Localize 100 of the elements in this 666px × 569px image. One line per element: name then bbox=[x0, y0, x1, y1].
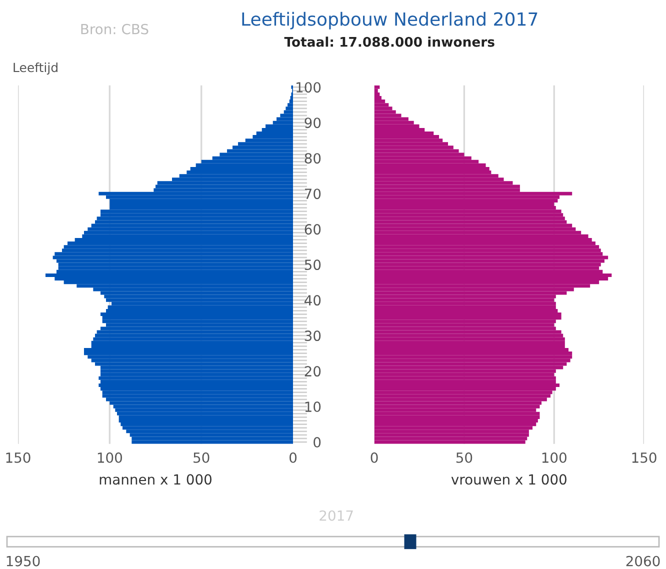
bar bbox=[266, 124, 294, 128]
bar bbox=[374, 422, 536, 426]
bar bbox=[374, 337, 565, 341]
bar bbox=[108, 305, 294, 309]
bar bbox=[91, 224, 294, 228]
bar bbox=[100, 326, 294, 330]
bar bbox=[374, 216, 565, 220]
bar bbox=[374, 415, 540, 419]
bar bbox=[84, 352, 294, 356]
text: Bron: CBS bbox=[81, 24, 148, 34]
bar bbox=[156, 184, 294, 188]
text: 1950 bbox=[6, 556, 40, 566]
bar bbox=[374, 242, 596, 246]
bar bbox=[100, 213, 294, 217]
y-tick-label: 80 bbox=[304, 153, 321, 164]
bar bbox=[374, 362, 567, 366]
bar bbox=[95, 334, 294, 338]
y-tick-label: 90 bbox=[304, 118, 321, 128]
bar bbox=[374, 135, 440, 139]
bar bbox=[288, 103, 294, 107]
bar bbox=[374, 352, 572, 356]
x-tick-label: 0 bbox=[290, 452, 297, 463]
bar bbox=[374, 408, 536, 412]
bar bbox=[374, 316, 562, 320]
bar bbox=[374, 224, 572, 228]
bar bbox=[102, 320, 294, 324]
bar bbox=[118, 418, 294, 423]
bar bbox=[95, 362, 294, 366]
bar bbox=[374, 426, 533, 430]
bar bbox=[132, 436, 294, 440]
bar bbox=[190, 166, 294, 171]
bar bbox=[374, 85, 380, 89]
x-tick-label: 100 bbox=[542, 452, 566, 463]
bar bbox=[276, 117, 294, 121]
bar bbox=[374, 262, 601, 266]
y-tick-label: 70 bbox=[304, 188, 321, 200]
x-tick-label: 150 bbox=[632, 452, 656, 463]
bar bbox=[374, 383, 560, 388]
bar bbox=[102, 390, 294, 394]
bar bbox=[374, 96, 382, 100]
bar bbox=[104, 294, 294, 298]
bar bbox=[84, 348, 294, 352]
bar bbox=[374, 398, 547, 402]
bar bbox=[100, 369, 294, 373]
bar bbox=[100, 387, 294, 391]
chart-title: Leeftijdsopbouw Nederland 2017 bbox=[242, 12, 538, 30]
bar bbox=[96, 330, 294, 334]
bar bbox=[91, 358, 294, 362]
chart-subtitle: Totaal: 17.088.000 inwoners bbox=[284, 36, 494, 47]
bar bbox=[374, 394, 551, 398]
bar bbox=[120, 422, 294, 426]
bar bbox=[374, 198, 558, 202]
bar bbox=[88, 227, 294, 231]
bar bbox=[374, 430, 529, 434]
y-tick-label: 0 bbox=[314, 437, 321, 448]
bar bbox=[374, 245, 600, 249]
bar bbox=[374, 202, 554, 206]
bar bbox=[374, 358, 570, 362]
bar bbox=[45, 273, 294, 278]
bar bbox=[280, 114, 294, 118]
x-axis-title: vrouwen x 1 000 bbox=[451, 474, 566, 485]
bar bbox=[126, 430, 294, 434]
bar bbox=[374, 418, 538, 423]
bar bbox=[374, 323, 554, 327]
y-tick-label: 10 bbox=[305, 402, 321, 412]
bar bbox=[374, 100, 386, 104]
x-tick-label: 50 bbox=[194, 452, 210, 463]
y-tick-label: 100 bbox=[296, 82, 321, 93]
bar bbox=[374, 266, 600, 270]
bar bbox=[102, 316, 294, 320]
bar bbox=[374, 404, 540, 408]
bar bbox=[56, 259, 294, 263]
bar bbox=[374, 376, 556, 380]
bar bbox=[106, 398, 294, 402]
x-tick-label: 100 bbox=[98, 452, 122, 463]
y-tick-label: 60 bbox=[304, 224, 321, 235]
bar bbox=[52, 256, 294, 260]
bar bbox=[130, 433, 294, 437]
bar bbox=[374, 340, 565, 344]
bar bbox=[374, 88, 378, 92]
bar bbox=[374, 302, 556, 306]
x-tick-label: 150 bbox=[6, 452, 30, 463]
y-tick-label: 50 bbox=[304, 260, 321, 270]
bar bbox=[374, 106, 392, 110]
bar bbox=[96, 216, 294, 220]
bar bbox=[374, 248, 601, 252]
bar bbox=[286, 106, 294, 110]
bar bbox=[374, 436, 528, 440]
bar bbox=[102, 394, 294, 398]
bar bbox=[256, 131, 294, 136]
x-tick-label: 0 bbox=[370, 452, 378, 463]
bar bbox=[64, 245, 294, 249]
bar bbox=[374, 372, 554, 376]
bar bbox=[374, 238, 592, 242]
bar bbox=[122, 426, 294, 430]
bar bbox=[110, 401, 294, 405]
bar bbox=[374, 256, 608, 260]
x-axis-title: mannen x 1 000 bbox=[100, 474, 212, 485]
bar bbox=[374, 366, 564, 370]
bar bbox=[374, 103, 389, 107]
